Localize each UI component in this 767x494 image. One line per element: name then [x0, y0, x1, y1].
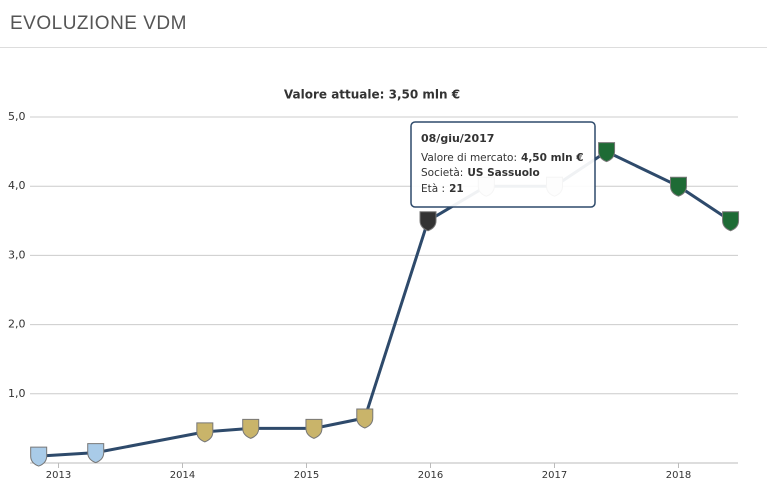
- header: EVOLUZIONE VDM: [0, 0, 767, 48]
- x-tick-label: 2015: [294, 470, 319, 481]
- chart-title: Valore attuale: 3,50 mln €: [284, 88, 460, 102]
- tooltip-value: 4,50 mln €: [521, 152, 584, 164]
- point-marker: [669, 176, 687, 197]
- x-tick-label: 2016: [418, 470, 443, 481]
- tooltip-key: Valore di mercato:: [421, 152, 517, 164]
- tooltip-box: [410, 121, 596, 208]
- x-tick-label: 2014: [170, 470, 195, 481]
- tooltip-line: Valore di mercato: 4,50 mln €: [421, 152, 584, 164]
- y-tick-label: 1,0: [8, 387, 26, 400]
- tooltip-value: 21: [449, 183, 464, 195]
- x-tick-label: 2017: [542, 470, 567, 481]
- tooltip-line: Società: US Sassuolo: [421, 167, 540, 179]
- point-marker: [87, 443, 105, 464]
- point-marker: [242, 418, 260, 439]
- x-tick-label: 2018: [666, 470, 691, 481]
- tooltip-key: Società:: [421, 167, 463, 179]
- point-marker: [722, 211, 740, 232]
- y-tick-label: 3,0: [8, 248, 26, 261]
- line: [38, 149, 732, 458]
- point-marker: [356, 408, 374, 429]
- tooltip-value: US Sassuolo: [467, 167, 539, 179]
- point-marker: [598, 142, 616, 163]
- point-marker: [305, 418, 323, 439]
- tooltip-key: Età :: [421, 183, 445, 195]
- point-marker: [196, 422, 214, 443]
- tooltip-date: 08/giu/2017: [421, 132, 494, 145]
- y-tick-label: 5,0: [8, 110, 26, 123]
- point-marker: [419, 211, 437, 232]
- header-title: EVOLUZIONE VDM: [10, 13, 187, 34]
- point-marker: [30, 446, 48, 467]
- x-tick-label: 2013: [46, 470, 71, 481]
- y-tick-label: 4,0: [8, 179, 26, 192]
- y-tick-label: 2,0: [8, 318, 26, 331]
- tooltip-line: Età : 21: [421, 183, 464, 195]
